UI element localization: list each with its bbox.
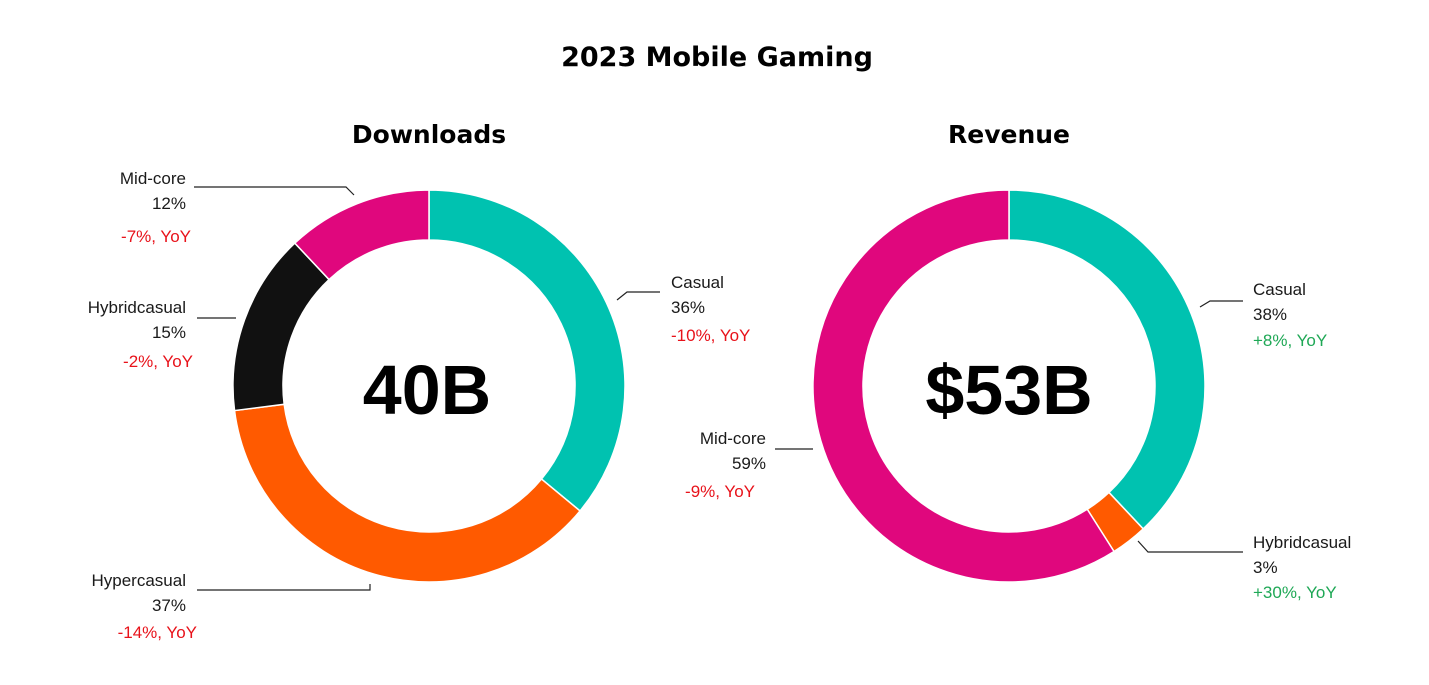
leader-downloads-casual — [616, 291, 660, 301]
leader-downloads-hypercasual — [197, 584, 371, 591]
revenue-slice-mid-core — [812, 189, 1116, 583]
leader-revenue-casual — [1199, 300, 1243, 308]
leader-revenue-hybridcasual — [1137, 540, 1243, 553]
downloads-midcore-name: Mid-core — [120, 169, 186, 188]
downloads-casual-yoy: -10%, YoY — [671, 326, 750, 345]
revenue-slice-casual — [1008, 189, 1206, 530]
downloads-title: Downloads — [352, 120, 506, 149]
revenue-casual-percent: 38% — [1253, 305, 1287, 324]
leader-downloads-midcore — [194, 186, 355, 196]
revenue-midcore-name: Mid-core — [700, 429, 766, 448]
downloads-slice-hybridcasual — [232, 242, 331, 412]
revenue-midcore-yoy: -9%, YoY — [685, 482, 755, 501]
downloads-hypercasual-yoy: -14%, YoY — [118, 623, 197, 642]
revenue-hybridcasual-name: Hybridcasual — [1253, 533, 1351, 552]
downloads-slice-mid-core — [293, 189, 430, 281]
downloads-chart: Downloads 40B Casual 36% -10%, YoY Hyper… — [88, 120, 751, 642]
downloads-hypercasual-percent: 37% — [152, 596, 186, 615]
revenue-hybridcasual-yoy: +30%, YoY — [1253, 583, 1337, 602]
downloads-total: 40B — [363, 351, 491, 429]
downloads-hybridcasual-name: Hybridcasual — [88, 298, 186, 317]
revenue-chart: Revenue $53B Casual 38% +8%, YoY Hybridc… — [685, 120, 1351, 602]
revenue-total: $53B — [925, 351, 1092, 429]
revenue-donut — [812, 189, 1206, 583]
downloads-midcore-percent: 12% — [152, 194, 186, 213]
revenue-midcore-percent: 59% — [732, 454, 766, 473]
downloads-hybridcasual-yoy: -2%, YoY — [123, 352, 193, 371]
downloads-hypercasual-name: Hypercasual — [92, 571, 187, 590]
downloads-slice-casual — [428, 189, 626, 512]
downloads-donut — [232, 189, 626, 583]
downloads-casual-name: Casual — [671, 273, 724, 292]
revenue-title: Revenue — [948, 120, 1070, 149]
downloads-hybridcasual-percent: 15% — [152, 323, 186, 342]
revenue-casual-yoy: +8%, YoY — [1253, 331, 1327, 350]
downloads-casual-percent: 36% — [671, 298, 705, 317]
downloads-midcore-yoy: -7%, YoY — [121, 227, 191, 246]
revenue-hybridcasual-percent: 3% — [1253, 558, 1278, 577]
revenue-casual-name: Casual — [1253, 280, 1306, 299]
downloads-slice-hypercasual — [233, 403, 582, 583]
chart-title: 2023 Mobile Gaming — [561, 42, 873, 73]
